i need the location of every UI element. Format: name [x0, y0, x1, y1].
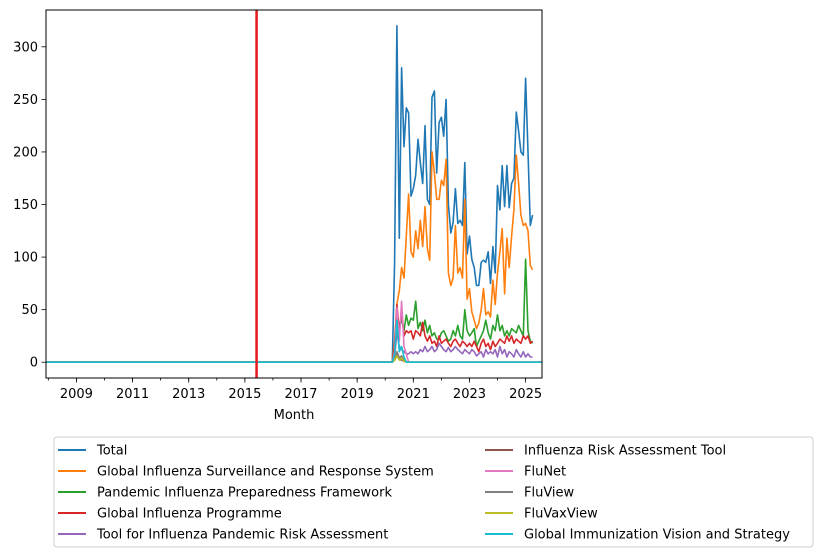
legend-label-5: Influenza Risk Assessment Tool [524, 444, 726, 459]
plot-area [46, 10, 542, 378]
y-tick-label: 100 [13, 251, 38, 266]
legend-label-4: Tool for Influenza Pandemic Risk Assessm… [96, 528, 388, 543]
x-axis-label: Month [274, 408, 315, 423]
legend-label-9: Global Immunization Vision and Strategy [524, 528, 790, 543]
legend-label-3: Global Influenza Programme [97, 507, 282, 522]
x-tick-label: 2025 [509, 387, 542, 402]
legend-label-2: Pandemic Influenza Preparedness Framewor… [97, 486, 392, 501]
series-line-7 [46, 350, 542, 363]
series-line-2 [46, 258, 534, 363]
y-tick-label: 200 [13, 145, 38, 160]
legend: Total Global Influenza Surveillance and R… [53, 436, 814, 548]
y-tick-label: 0 [30, 356, 38, 371]
series-line-0 [46, 25, 534, 363]
plot-frame [45, 9, 543, 379]
x-axis: 2009 2011 2013 2015 2017 2019 2021 2023 2025 [47, 378, 542, 402]
series-line-4 [46, 332, 533, 363]
x-tick-label: 2017 [284, 387, 317, 402]
x-tick-label: 2009 [60, 387, 93, 402]
legend-label-1: Global Influenza Surveillance and Respon… [97, 465, 434, 480]
legend-box [53, 436, 814, 548]
series-line-8 [46, 355, 542, 363]
legend-label-8: FluVaxView [524, 507, 598, 522]
series-line-3 [46, 303, 534, 363]
legend-label-6: FluNet [524, 465, 566, 480]
x-tick-label: 2023 [453, 387, 486, 402]
x-tick-label: 2019 [341, 387, 374, 402]
series-line-5 [46, 353, 542, 363]
series-line-9 [46, 319, 542, 363]
legend-label-7: FluView [524, 486, 575, 501]
x-tick-label: 2013 [172, 387, 205, 402]
x-tick-label: 2021 [397, 387, 430, 402]
legend-label-0: Total [96, 444, 127, 459]
x-tick-label: 2011 [116, 387, 149, 402]
y-tick-label: 250 [13, 93, 38, 108]
y-tick-label: 150 [13, 198, 38, 213]
y-tick-label: 50 [21, 303, 38, 318]
x-tick-label: 2015 [228, 387, 261, 402]
y-axis: 0 50 100 150 200 250 300 [13, 40, 46, 371]
series-line-1 [46, 151, 534, 363]
y-tick-label: 300 [13, 40, 38, 55]
